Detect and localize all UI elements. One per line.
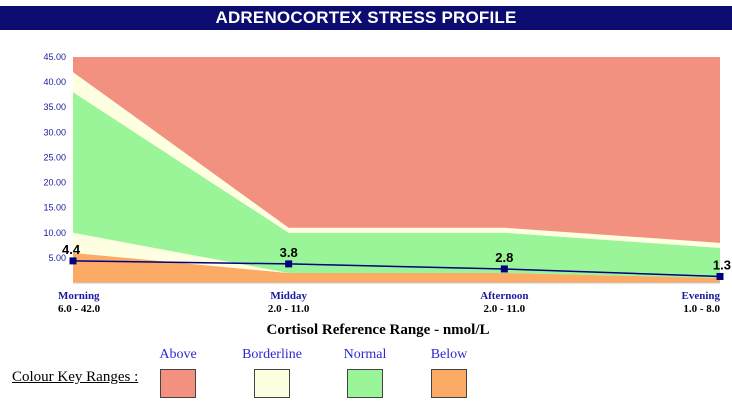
band-above: [73, 57, 720, 243]
cortisol-point: [285, 260, 293, 268]
key-name-above: Above: [159, 347, 197, 362]
key-swatch-above: [160, 369, 196, 398]
x-range-label: 1.0 - 8.0: [683, 303, 720, 315]
data-value-label: 1.3: [713, 257, 731, 272]
cortisol-point: [716, 272, 724, 280]
chart-title: ADRENOCORTEX STRESS PROFILE: [0, 6, 732, 30]
x-axis-title: Cortisol Reference Range - nmol/L: [266, 322, 490, 338]
x-category-label: Afternoon: [480, 290, 528, 302]
x-range-label: 2.0 - 11.0: [268, 303, 310, 315]
y-tick-label: 10.00: [43, 228, 66, 238]
x-range-label: 2.0 - 11.0: [484, 303, 526, 315]
colour-key-label: Colour Key Ranges :: [12, 369, 139, 385]
y-tick-label: 30.00: [43, 127, 66, 137]
data-value-label: 4.4: [62, 242, 81, 257]
y-tick-label: 45.00: [43, 52, 66, 62]
y-tick-label: 5.00: [48, 253, 66, 263]
x-category-label: Morning: [58, 290, 100, 302]
data-value-label: 3.8: [280, 245, 298, 260]
band-borderline: [73, 232, 720, 278]
y-tick-label: 40.00: [43, 77, 66, 87]
key-name-normal: Normal: [343, 347, 387, 362]
x-category-label: Evening: [681, 290, 720, 302]
key-item-above: Above: [133, 347, 223, 398]
key-swatch-normal: [347, 369, 383, 398]
key-item-below: Below: [404, 347, 494, 398]
x-range-label: 6.0 - 42.0: [58, 303, 101, 315]
key-item-normal: Normal: [320, 347, 410, 398]
key-swatch-borderline: [254, 369, 290, 398]
band-below: [73, 252, 720, 283]
key-item-borderline: Borderline: [227, 347, 317, 398]
y-tick-label: 15.00: [43, 203, 66, 213]
cortisol-point: [69, 257, 77, 265]
cortisol-point: [500, 265, 508, 273]
y-tick-label: 35.00: [43, 102, 66, 112]
y-tick-label: 20.00: [43, 178, 66, 188]
key-name-borderline: Borderline: [242, 347, 302, 362]
x-category-label: Midday: [270, 290, 307, 302]
cortisol-area-chart: 5.00 10.00 15.00 20.00 25.00 30.00 35.00 40.00 4…: [43, 52, 731, 315]
y-tick-label: 25.00: [43, 152, 66, 162]
cortisol-series-line: [72, 260, 721, 278]
key-name-below: Below: [430, 347, 468, 362]
band-normal: [73, 92, 720, 278]
data-value-label: 2.8: [495, 250, 513, 265]
key-swatch-below: [431, 369, 467, 398]
